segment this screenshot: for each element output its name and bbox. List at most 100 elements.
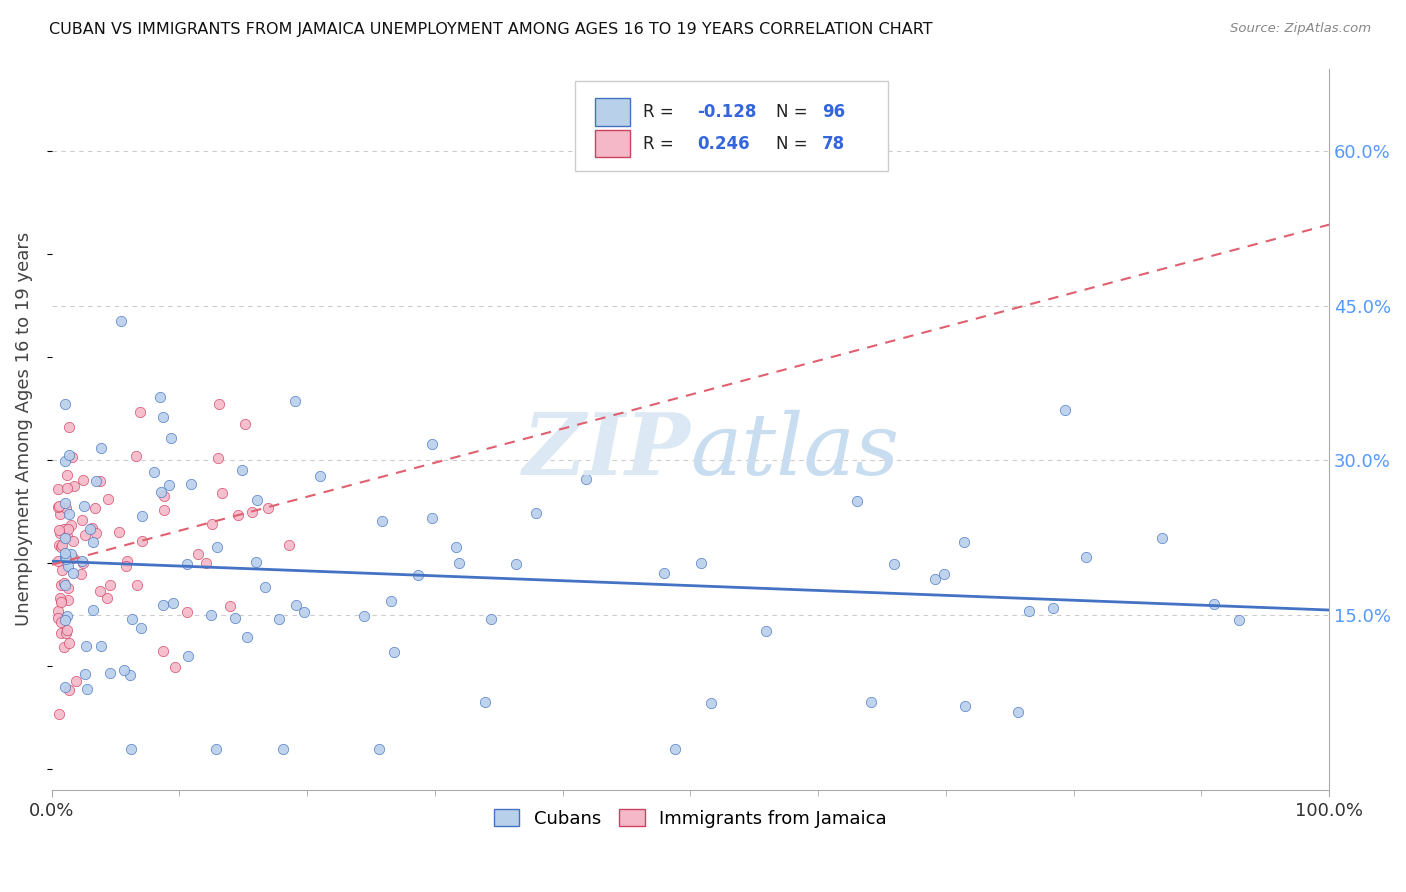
Point — [128, 405, 150, 419]
Point — [53, 454, 76, 468]
Point — [420, 437, 443, 451]
Point — [449, 556, 471, 570]
Point — [76, 682, 98, 697]
Bar — [595, 98, 630, 126]
FancyBboxPatch shape — [575, 81, 889, 171]
Point — [48, 706, 70, 721]
Point — [160, 431, 183, 445]
Point — [1042, 601, 1064, 615]
Point — [59, 518, 82, 533]
Point — [75, 640, 97, 654]
Point — [97, 492, 120, 507]
Point — [58, 581, 80, 595]
Point — [48, 499, 70, 513]
Point — [309, 469, 332, 483]
Text: CUBAN VS IMMIGRANTS FROM JAMAICA UNEMPLOYMENT AMONG AGES 16 TO 19 YEARS CORRELAT: CUBAN VS IMMIGRANTS FROM JAMAICA UNEMPLO… — [49, 22, 932, 37]
Point — [49, 595, 72, 609]
Point — [51, 563, 73, 577]
Point — [53, 522, 76, 536]
Point — [207, 450, 229, 465]
Point — [48, 523, 70, 537]
Point — [48, 482, 70, 496]
Point — [121, 741, 143, 756]
Point — [117, 554, 139, 568]
Point — [152, 598, 174, 612]
Point — [48, 539, 70, 553]
Point — [284, 394, 307, 409]
Point — [131, 534, 153, 549]
Point — [58, 420, 80, 434]
Point — [246, 493, 269, 508]
Point — [505, 558, 527, 572]
Point — [46, 500, 69, 514]
Point — [58, 636, 80, 650]
Point — [755, 624, 778, 638]
Text: R =: R = — [643, 135, 679, 153]
Point — [53, 576, 76, 591]
Point — [420, 511, 443, 525]
Point — [89, 584, 111, 599]
Text: 0.246: 0.246 — [697, 135, 749, 153]
Point — [654, 566, 676, 580]
Point — [70, 553, 93, 567]
Point — [56, 623, 79, 637]
Point — [1227, 614, 1250, 628]
Point — [58, 523, 80, 537]
Point — [273, 741, 295, 756]
Point — [1053, 402, 1076, 417]
Point — [162, 596, 184, 610]
Point — [148, 390, 170, 404]
Point — [380, 594, 402, 608]
Point — [371, 514, 394, 528]
Point — [277, 538, 299, 552]
Point — [56, 481, 79, 495]
Point — [176, 557, 198, 571]
Point — [55, 549, 77, 564]
Point — [72, 473, 94, 487]
Point — [219, 599, 242, 614]
Point — [228, 508, 250, 523]
Point — [231, 462, 253, 476]
Point — [49, 615, 72, 630]
Point — [180, 477, 202, 491]
Point — [53, 577, 76, 591]
Point — [125, 450, 148, 464]
Point — [845, 494, 868, 508]
Point — [96, 591, 118, 605]
Point — [79, 522, 101, 536]
Point — [932, 567, 955, 582]
Text: N =: N = — [776, 103, 813, 120]
Point — [62, 551, 84, 566]
Point — [1204, 597, 1226, 611]
Point — [56, 593, 79, 607]
Point — [115, 559, 138, 574]
Text: Source: ZipAtlas.com: Source: ZipAtlas.com — [1230, 22, 1371, 36]
Point — [51, 540, 73, 554]
Point — [62, 566, 84, 581]
Legend: Cubans, Immigrants from Jamaica: Cubans, Immigrants from Jamaica — [486, 802, 894, 835]
Point — [46, 553, 69, 567]
Point — [55, 552, 77, 566]
Point — [53, 613, 76, 627]
Point — [58, 448, 80, 462]
Point — [73, 528, 96, 542]
Point — [284, 598, 307, 612]
Y-axis label: Unemployment Among Ages 16 to 19 years: Unemployment Among Ages 16 to 19 years — [15, 232, 32, 626]
Point — [53, 397, 76, 411]
Point — [152, 644, 174, 658]
Point — [53, 531, 76, 545]
Point — [211, 486, 233, 500]
Point — [474, 695, 496, 709]
Point — [236, 630, 259, 644]
Point — [195, 556, 218, 570]
Point — [83, 501, 105, 516]
Point — [56, 467, 79, 482]
Point — [240, 505, 263, 519]
Point — [406, 568, 429, 582]
Point — [72, 556, 94, 570]
Point — [924, 572, 946, 586]
Point — [80, 520, 103, 534]
Text: -0.128: -0.128 — [697, 103, 756, 120]
Point — [208, 397, 231, 411]
Point — [63, 479, 86, 493]
